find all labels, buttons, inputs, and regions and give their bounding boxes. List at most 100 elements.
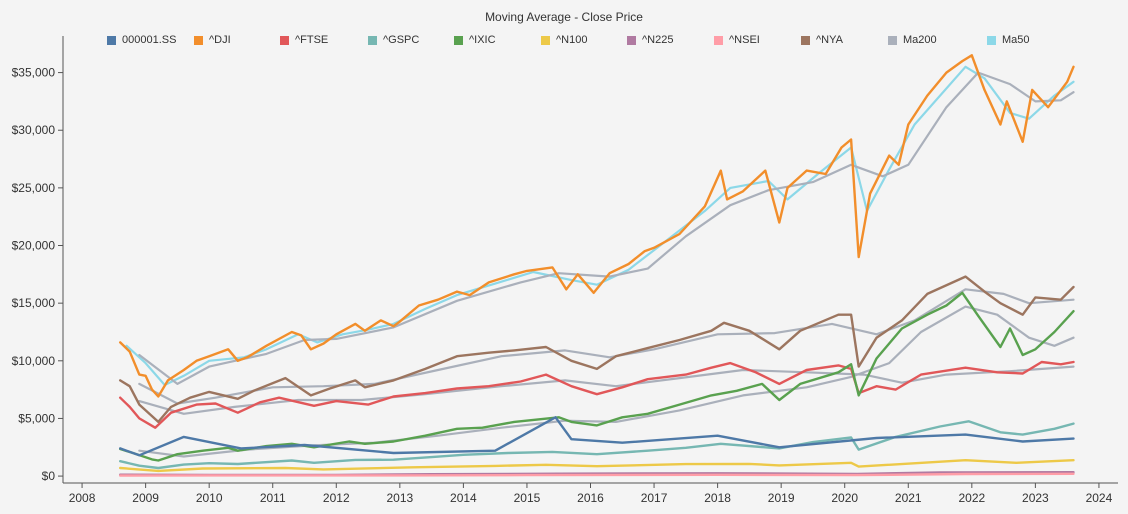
y-tick-label: $30,000: [12, 123, 56, 137]
data-point-nya: [1072, 286, 1075, 288]
data-point-n100: [596, 465, 598, 468]
legend-item-nya[interactable]: ^NYA: [801, 34, 843, 46]
data-point-ixic: [1021, 354, 1024, 356]
legend-label: ^GSPC: [383, 34, 420, 46]
legend-item-gspc[interactable]: ^GSPC: [368, 34, 419, 46]
data-point-ixic: [237, 449, 239, 452]
data-point-dji: [897, 164, 900, 166]
data-point-gspc: [237, 463, 239, 465]
legend: 000001.SS ^DJI ^FTSE ^GSPC ^IXIC ^N100 ^N225 ^N…: [0, 0, 1128, 60]
data-point-ma200-ixic: [805, 386, 808, 389]
data-point-nya: [799, 330, 801, 332]
data-point-nya: [237, 398, 239, 400]
legend-item-n100[interactable]: ^N100: [541, 34, 587, 46]
data-point-dji: [513, 273, 515, 276]
data-point-ixic: [646, 413, 649, 415]
data-point-ftse: [996, 371, 998, 374]
data-point-dji: [364, 330, 366, 332]
data-point-ixic: [926, 313, 929, 316]
data-point-ma200-ixic: [1028, 336, 1030, 339]
y-tick-label: $35,000: [12, 66, 56, 80]
data-point-ftse: [1021, 372, 1024, 375]
data-point-ftse: [1060, 363, 1062, 366]
data-point-ma200-ftse: [297, 399, 300, 401]
data-point-dji: [1047, 106, 1049, 108]
legend-swatch: [280, 35, 289, 45]
data-point-nya: [329, 387, 331, 390]
data-point-dji: [208, 355, 210, 358]
data-point-n100: [850, 462, 852, 464]
data-point-ftse: [170, 411, 172, 414]
legend-label: ^N100: [556, 34, 588, 46]
legend-item-ma200[interactable]: Ma200: [888, 34, 937, 46]
data-point-n100: [284, 467, 287, 469]
data-point-dji: [1031, 89, 1033, 91]
data-point-dji: [119, 341, 121, 344]
data-point-ma200-ixic: [920, 331, 922, 333]
data-point-ma200-nya: [875, 333, 878, 336]
data-point-ftse: [1072, 361, 1075, 363]
data-point-ma200-ixic: [437, 434, 439, 437]
data-point-ma200-dji: [685, 235, 687, 238]
data-point-ma200-nya: [500, 355, 503, 358]
series-line-ma200-dji: [138, 71, 1075, 385]
data-point-gspc: [850, 436, 852, 439]
data-point-dji: [488, 281, 490, 284]
data-point-nya: [748, 330, 751, 332]
data-point-dji: [157, 395, 160, 398]
data-point-nya: [857, 365, 860, 368]
x-tick-label: 2014: [450, 491, 477, 505]
data-point-ixic: [710, 394, 713, 397]
data-point-ixic: [157, 459, 160, 462]
data-point-nya: [964, 275, 967, 278]
data-point-dji: [1072, 66, 1075, 68]
data-point-nsei: [399, 474, 401, 477]
legend-item-ftse[interactable]: ^FTSE: [280, 34, 328, 46]
data-point-n100: [857, 465, 860, 468]
x-tick-label: 2013: [386, 491, 413, 505]
data-point-dji: [437, 298, 439, 301]
legend-item-ixic[interactable]: ^IXIC: [454, 34, 496, 46]
data-point-ma50-dji: [1028, 117, 1030, 120]
legend-swatch: [987, 35, 996, 45]
data-point-n100: [964, 459, 967, 462]
legend-label: ^DJI: [209, 34, 231, 46]
data-point-ma200-dji: [850, 164, 852, 166]
data-point-ma200-dji: [646, 267, 649, 270]
data-point-n100: [157, 470, 160, 472]
data-point-ftse: [685, 373, 687, 376]
legend-item-nsei[interactable]: ^NSEI: [714, 34, 760, 46]
legend-item-n225[interactable]: ^N225: [627, 34, 673, 46]
data-point-dji: [653, 247, 655, 249]
data-point-ma200-ftse: [742, 369, 744, 371]
data-point-ftse: [875, 385, 878, 388]
x-tick-label: 2008: [69, 491, 96, 505]
data-point-ixic: [799, 383, 801, 385]
data-point-ma200-dji: [557, 272, 560, 275]
data-point-nya: [723, 322, 725, 324]
data-point-ixic: [176, 453, 179, 456]
data-point-ma200-ixic: [964, 305, 967, 308]
data-point-dji: [999, 123, 1002, 126]
data-point-ma200-ixic: [615, 421, 617, 423]
data-point-ma200-nya: [1072, 298, 1075, 301]
data-point-ma50-dji: [888, 168, 890, 171]
data-point-nya: [456, 355, 458, 358]
data-point-000001-ss: [875, 437, 878, 439]
data-point-gspc: [1021, 433, 1024, 436]
legend-item-ma50[interactable]: Ma50: [987, 34, 1030, 46]
data-point-ftse: [596, 393, 598, 396]
legend-item-dji[interactable]: ^DJI: [194, 34, 231, 46]
x-tick-label: 2012: [323, 491, 350, 505]
legend-item-000001-ss[interactable]: 000001.SS: [107, 34, 176, 46]
y-tick-label: $0: [42, 469, 56, 483]
data-point-ixic: [481, 426, 484, 429]
data-point-gspc: [119, 460, 121, 463]
data-point-ma50-dji: [265, 348, 268, 351]
data-point-ftse: [710, 366, 713, 369]
x-tick-label: 2009: [132, 491, 159, 505]
data-point-000001-ss: [494, 449, 497, 452]
data-point-dji: [265, 345, 268, 347]
